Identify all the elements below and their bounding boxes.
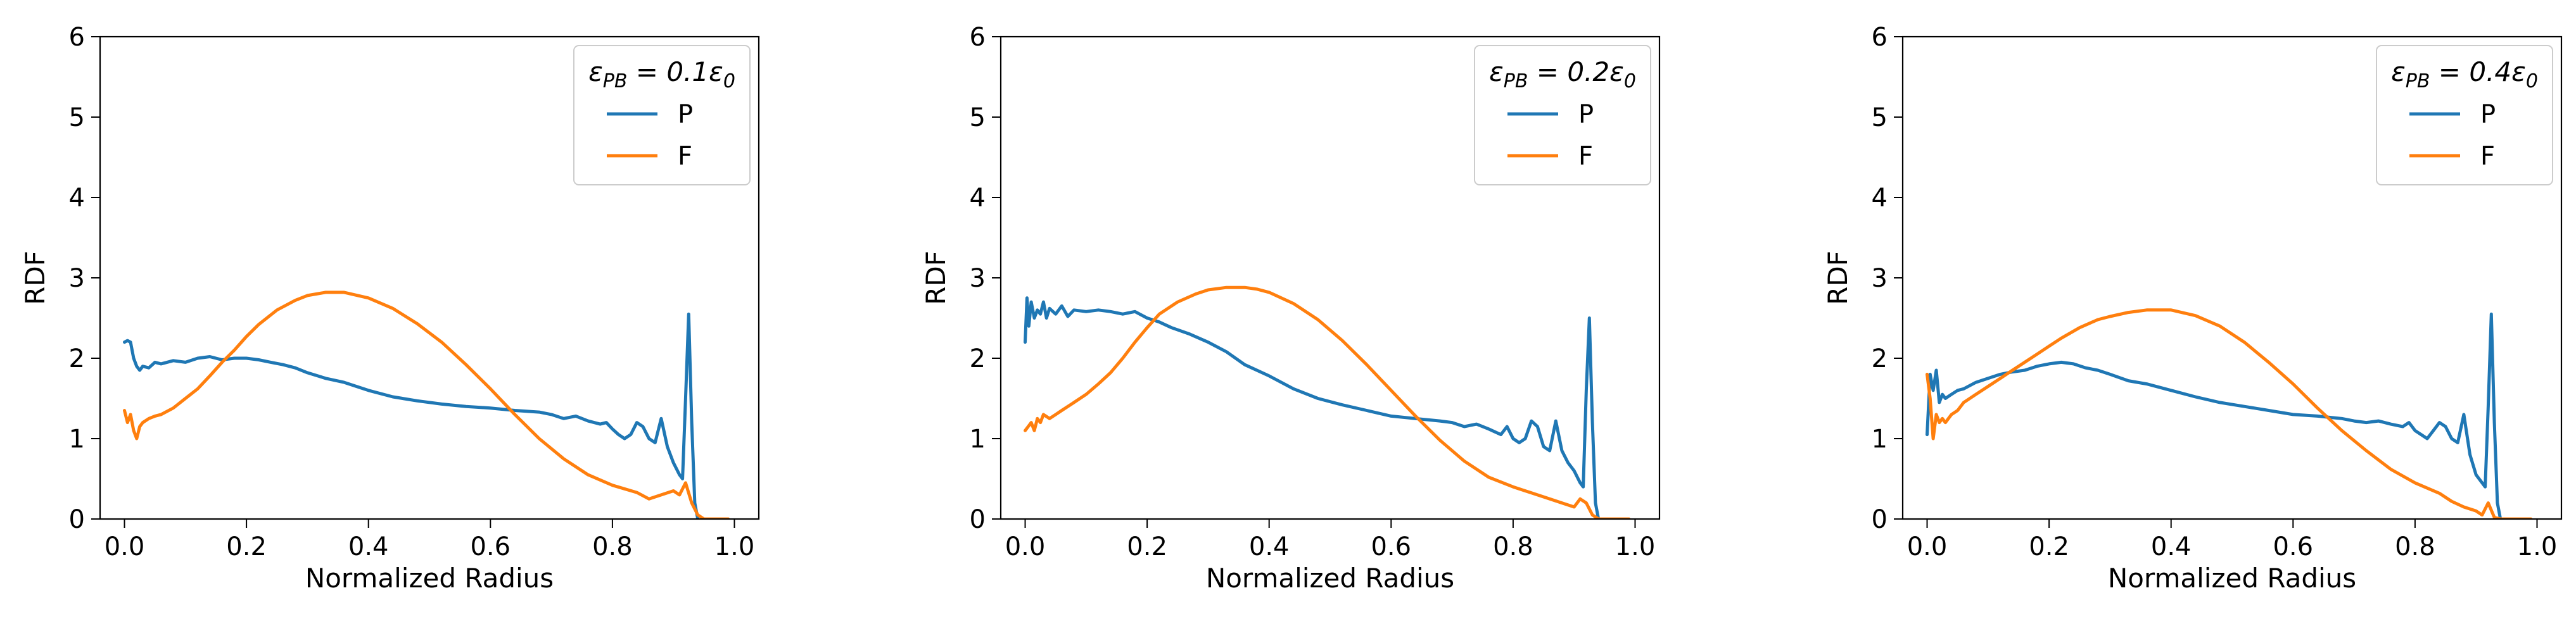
y-tick-label: 3 [1872, 264, 1888, 293]
legend-box [2376, 45, 2553, 185]
x-tick-label: 0.6 [1371, 532, 1411, 561]
legend-label-f: F [1578, 142, 1593, 171]
y-tick-label: 1 [69, 425, 85, 454]
x-tick-label: 0.6 [470, 532, 511, 561]
legend-label-f: F [2480, 142, 2495, 171]
y-tick-label: 2 [69, 344, 85, 373]
legend-label-f: F [678, 142, 692, 171]
y-tick-label: 0 [970, 505, 986, 534]
y-tick-label: 4 [1872, 184, 1888, 213]
y-axis-label: RDF [920, 251, 951, 305]
x-tick-label: 0.8 [1493, 532, 1533, 561]
y-tick-label: 5 [1872, 103, 1888, 132]
x-tick-label: 0.8 [592, 532, 633, 561]
y-tick-label: 0 [69, 505, 85, 534]
x-tick-label: 1.0 [2517, 532, 2558, 561]
subplot-1: 0.0 0.2 0.4 0.6 0.8 1.0 0 1 2 3 4 5 6 Normalized Radi… [20, 23, 760, 594]
legend-box [573, 45, 751, 185]
x-axis-label: Normalized Radius [1206, 563, 1454, 594]
series-line-p [123, 312, 700, 519]
x-axis-label: Normalized Radius [305, 563, 554, 594]
y-tick-label: 2 [970, 344, 986, 373]
x-tick-label: 0.2 [226, 532, 267, 561]
y-tick-label: 3 [69, 264, 85, 293]
x-tick-label: 0.0 [1005, 532, 1046, 561]
series-line-f [123, 291, 730, 519]
x-tick-label: 0.2 [1127, 532, 1167, 561]
y-tick-label: 1 [1872, 425, 1888, 454]
series-line-f [1926, 308, 2533, 519]
y-tick-label: 6 [69, 23, 85, 52]
y-tick-label: 1 [970, 425, 986, 454]
subplot-3: 0.0 0.2 0.4 0.6 0.8 1.0 0 1 2 3 4 5 6 Normalized Radi… [1822, 23, 2563, 594]
x-tick-label: 1.0 [1615, 532, 1656, 561]
y-axis-label: RDF [1822, 251, 1853, 305]
y-tick-label: 4 [970, 184, 986, 213]
series-line-f [1024, 285, 1631, 519]
legend-title: εPB = 0.1ε0 [588, 56, 735, 92]
legend: εPB = 0.1ε0 PF [573, 45, 751, 185]
x-tick-label: 0.4 [2151, 532, 2192, 561]
y-tick-label: 5 [69, 103, 85, 132]
x-axis-label: Normalized Radius [2108, 563, 2356, 594]
y-tick-label: 6 [1872, 23, 1888, 52]
series-line-p [1024, 296, 1601, 519]
legend-label-p: P [678, 100, 693, 129]
legend-title: εPB = 0.2ε0 [1489, 56, 1636, 92]
x-tick-label: 0.4 [1249, 532, 1290, 561]
legend: εPB = 0.2ε0 PF [1474, 45, 1651, 185]
x-tick-label: 0.2 [2029, 532, 2069, 561]
x-tick-label: 0.0 [1907, 532, 1948, 561]
legend-label-p: P [1578, 100, 1594, 129]
x-tick-label: 0.4 [348, 532, 389, 561]
y-tick-label: 5 [970, 103, 986, 132]
x-tick-label: 0.8 [2395, 532, 2435, 561]
y-tick-label: 6 [970, 23, 986, 52]
series-line-p [1926, 312, 2503, 519]
y-tick-label: 0 [1872, 505, 1888, 534]
y-axis-label: RDF [20, 251, 51, 305]
y-tick-label: 3 [970, 264, 986, 293]
x-tick-label: 0.0 [105, 532, 145, 561]
y-tick-label: 2 [1872, 344, 1888, 373]
legend-label-p: P [2480, 100, 2496, 129]
x-tick-label: 1.0 [714, 532, 755, 561]
legend-title: εPB = 0.4ε0 [2391, 56, 2538, 92]
y-tick-label: 4 [69, 184, 85, 213]
x-tick-label: 0.6 [2273, 532, 2313, 561]
subplot-2: 0.0 0.2 0.4 0.6 0.8 1.0 0 1 2 3 4 5 6 Normalized Radi… [920, 23, 1661, 594]
legend-box [1474, 45, 1651, 185]
legend: εPB = 0.4ε0 PF [2376, 45, 2553, 185]
